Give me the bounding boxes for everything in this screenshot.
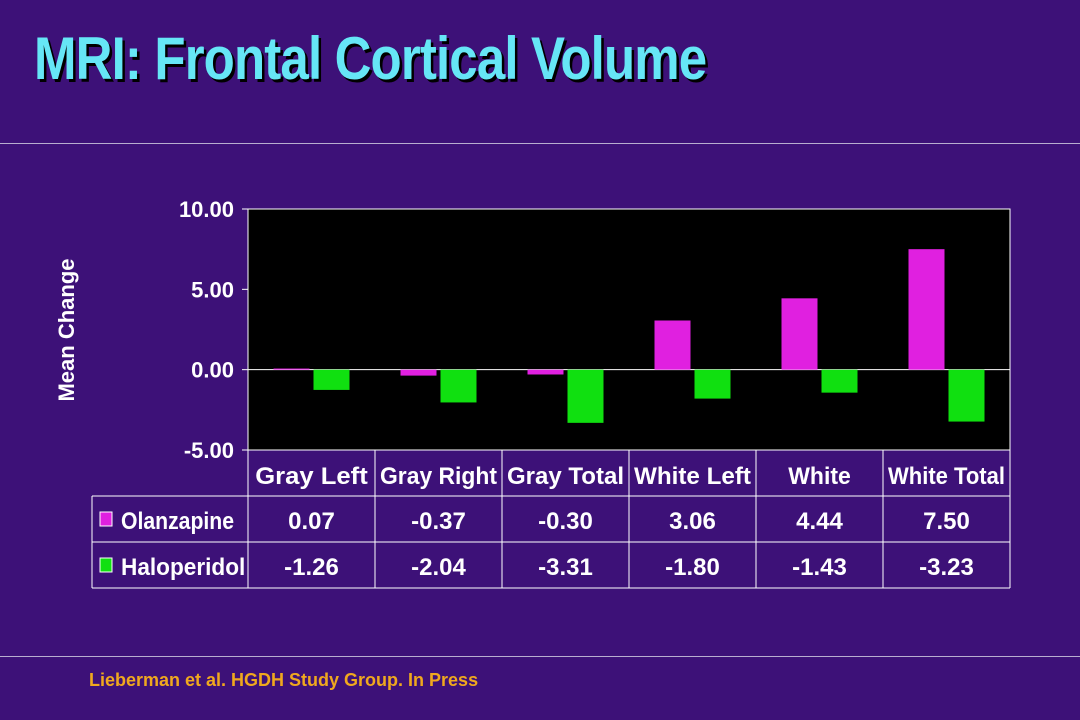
category-label: White Total	[888, 463, 1005, 490]
data-label: 0.07	[288, 508, 335, 535]
data-label: -2.04	[411, 554, 466, 581]
y-tick-label: 10.00	[179, 197, 234, 222]
y-axis-label: Mean Change	[54, 258, 79, 401]
bar-haloperidol	[694, 369, 731, 399]
data-label: -1.26	[284, 554, 339, 581]
citation-footer: Lieberman et al. HGDH Study Group. In Pr…	[89, 670, 479, 690]
legend-swatch-haloperidol	[99, 557, 113, 573]
bar-haloperidol	[313, 369, 350, 390]
category-label: White	[788, 463, 851, 490]
bar-olanzapine	[654, 320, 691, 370]
data-label: 3.06	[669, 508, 716, 535]
category-label: Gray Total	[507, 463, 624, 490]
legend-label-haloperidol: Haloperidol	[121, 554, 245, 581]
bar-olanzapine	[400, 369, 437, 376]
legend-label-olanzapine: Olanzapine	[121, 508, 234, 535]
y-tick-label: 5.00	[191, 277, 234, 302]
data-label: -3.31	[538, 554, 593, 581]
bar-olanzapine	[781, 298, 818, 370]
legend-swatch-olanzapine	[99, 511, 113, 527]
bar-haloperidol	[821, 369, 858, 393]
bar-olanzapine	[908, 249, 945, 370]
bar-haloperidol	[948, 369, 985, 422]
y-tick-label: 0.00	[191, 358, 234, 383]
data-label: -1.43	[792, 554, 847, 581]
data-label: -3.23	[919, 554, 974, 581]
data-label: 4.44	[796, 508, 843, 535]
data-label: 7.50	[923, 508, 970, 535]
bar-haloperidol	[567, 369, 604, 423]
category-label: Gray Left	[255, 463, 368, 490]
top-divider	[0, 143, 1080, 144]
category-label: Gray Right	[380, 463, 497, 490]
bar-olanzapine	[273, 368, 310, 370]
plot-area	[247, 208, 1011, 451]
data-label: -0.30	[538, 508, 593, 535]
bar-haloperidol	[440, 369, 477, 403]
bar-olanzapine	[527, 369, 564, 375]
data-label: -0.37	[411, 508, 466, 535]
data-label: -1.80	[665, 554, 720, 581]
y-tick-label: -5.00	[184, 438, 234, 463]
category-label: White Left	[634, 463, 751, 490]
page-title: MRI: Frontal Cortical Volume	[34, 25, 707, 92]
bottom-divider	[0, 656, 1080, 657]
